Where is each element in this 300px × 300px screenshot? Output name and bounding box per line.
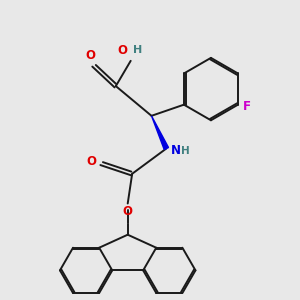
Text: H: H (181, 146, 190, 156)
Text: O: O (86, 155, 97, 168)
Text: O: O (85, 49, 95, 62)
Text: H: H (133, 46, 142, 56)
Text: O: O (118, 44, 128, 57)
Text: F: F (243, 100, 251, 113)
Text: O: O (123, 205, 133, 218)
Text: N: N (170, 144, 181, 157)
Polygon shape (152, 116, 169, 149)
